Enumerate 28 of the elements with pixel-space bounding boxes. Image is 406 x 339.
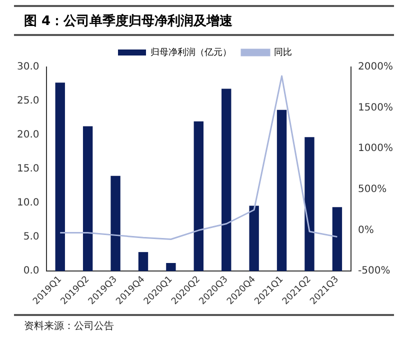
y-tick-label: 30.0: [17, 62, 40, 73]
y2-tick-label: 1500%: [358, 102, 393, 114]
bar: [194, 121, 204, 272]
bar: [332, 207, 342, 272]
text: 资料来源：公司公告: [14, 314, 394, 333]
y2-tick-label: 2000%: [358, 62, 393, 73]
y-tick-label: 15.0: [17, 164, 40, 175]
y2-tick-label: 1000%: [358, 143, 393, 154]
y-tick-label: 5.0: [23, 232, 40, 243]
legend-label: 同比: [274, 46, 292, 58]
bar: [138, 252, 148, 272]
bar: [304, 137, 314, 272]
y-tick-label: 0.0: [23, 266, 40, 277]
legend-label: 归母净利润（亿元）: [150, 46, 232, 58]
bar: [276, 110, 287, 272]
y-tick-label: 20.0: [17, 130, 40, 141]
bar: [82, 126, 93, 272]
chart-title: 图 4：公司单季度归母净利润及增速: [14, 5, 394, 36]
bar: [222, 88, 232, 272]
y2-tick-label: 0%: [358, 224, 374, 236]
bar: [249, 206, 259, 272]
bar: [110, 176, 120, 272]
y2-tick-label: -500%: [358, 266, 390, 277]
bar: [55, 82, 65, 272]
y-tick-label: 25.0: [17, 96, 40, 107]
y-tick-label: 10.0: [17, 198, 40, 209]
bar: [166, 262, 176, 272]
y2-tick-label: 500%: [358, 184, 387, 196]
